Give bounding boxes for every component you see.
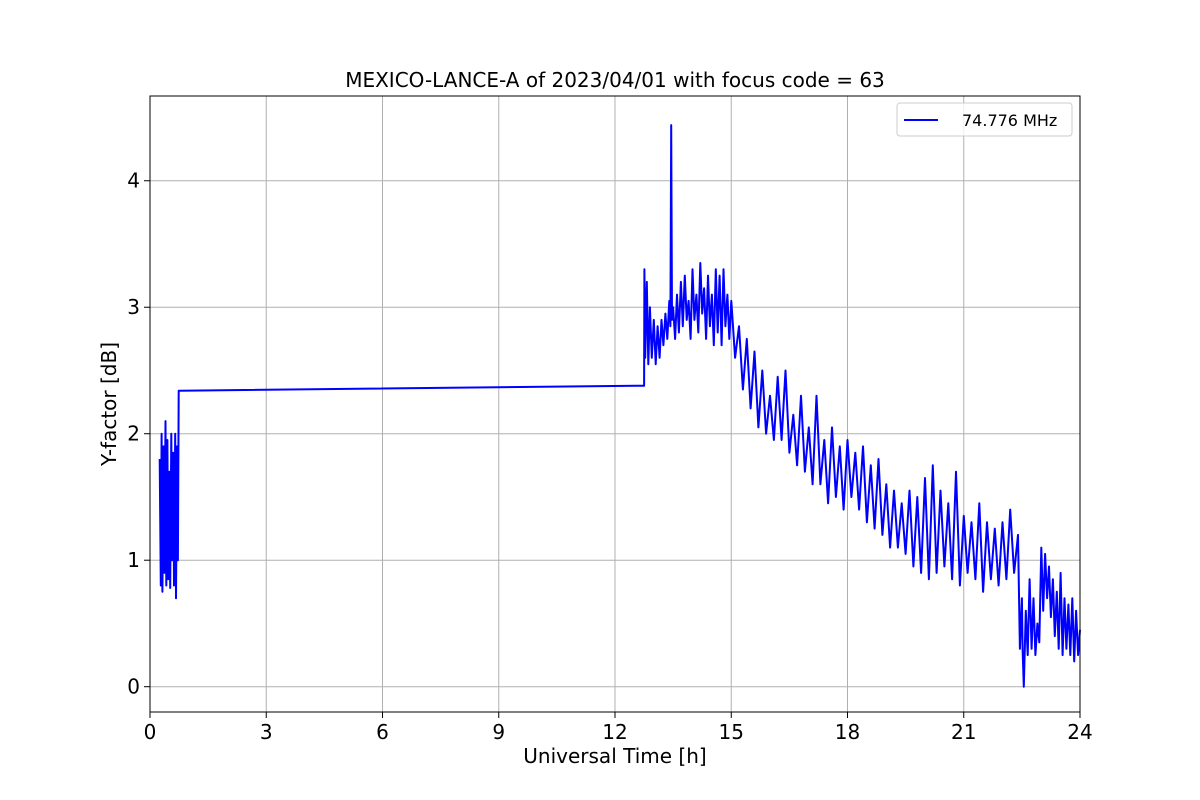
- x-tick-label: 15: [719, 720, 744, 744]
- x-tick-label: 0: [144, 720, 157, 744]
- x-tick-label: 18: [835, 720, 860, 744]
- y-tick-label: 2: [127, 422, 140, 446]
- x-tick-label: 12: [602, 720, 627, 744]
- y-axis-label: Y-factor [dB]: [97, 342, 121, 467]
- x-tick-label: 3: [260, 720, 273, 744]
- x-tick-label: 9: [492, 720, 505, 744]
- y-tick-label: 0: [127, 675, 140, 699]
- x-axis-label: Universal Time [h]: [523, 744, 706, 768]
- chart-title: MEXICO-LANCE-A of 2023/04/01 with focus …: [345, 68, 885, 92]
- series-line: [158, 124, 1081, 688]
- x-tick-label: 24: [1067, 720, 1092, 744]
- y-tick-label: 1: [127, 548, 140, 572]
- legend-box: [896, 102, 1073, 137]
- legend: 74.776 MHz: [896, 102, 1073, 137]
- x-tick-label: 6: [376, 720, 389, 744]
- y-tick-label: 4: [127, 169, 140, 193]
- series-layer: [158, 124, 1081, 688]
- x-tick-label: 21: [951, 720, 976, 744]
- y-tick-label: 3: [127, 295, 140, 319]
- legend-entry-label: 74.776 MHz: [962, 111, 1057, 130]
